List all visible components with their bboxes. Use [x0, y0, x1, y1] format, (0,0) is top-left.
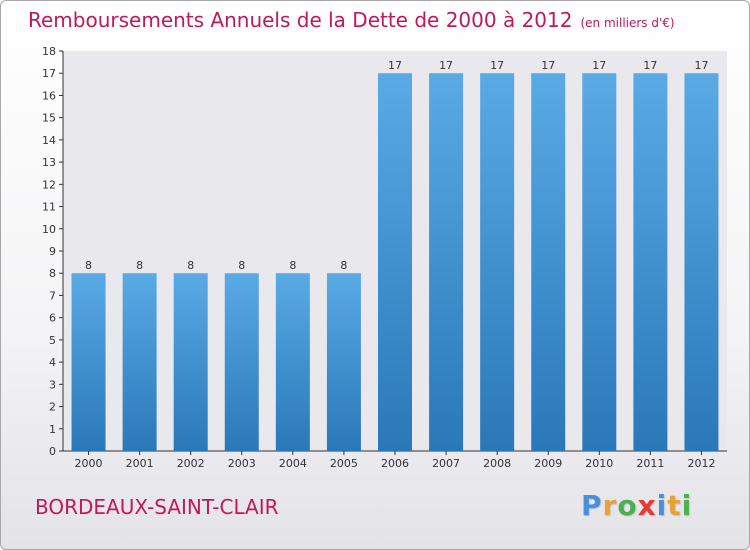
bar — [326, 273, 361, 451]
x-tick-label: 2008 — [483, 457, 511, 470]
data-label: 8 — [85, 259, 92, 272]
x-tick-label: 2004 — [279, 457, 307, 470]
data-label: 17 — [490, 59, 504, 72]
bar — [480, 73, 515, 451]
y-tick-label: 4 — [49, 356, 56, 369]
data-label: 8 — [340, 259, 347, 272]
data-label: 8 — [238, 259, 245, 272]
bar — [224, 273, 259, 451]
x-tick-label: 2011 — [636, 457, 664, 470]
logo-letter: o — [617, 489, 638, 522]
data-label: 17 — [694, 59, 708, 72]
logo-letter: r — [602, 489, 618, 522]
logo-letter: P — [581, 489, 603, 522]
logo-letter: i — [681, 489, 693, 522]
x-tick-label: 2003 — [228, 457, 256, 470]
x-tick-label: 2007 — [432, 457, 460, 470]
y-tick-label: 3 — [49, 378, 56, 391]
chart-title-text: Remboursements Annuels de la Dette de 20… — [28, 8, 573, 32]
bar — [71, 273, 106, 451]
logo-letter: x — [637, 489, 657, 522]
y-tick-label: 5 — [49, 334, 56, 347]
y-tick-label: 7 — [49, 289, 56, 302]
bar — [275, 273, 310, 451]
data-label: 17 — [439, 59, 453, 72]
proxiti-logo: Proxiti — [581, 489, 692, 522]
bar — [122, 273, 157, 451]
data-label: 17 — [643, 59, 657, 72]
y-tick-label: 17 — [42, 67, 56, 80]
x-tick-label: 2002 — [177, 457, 205, 470]
bar — [173, 273, 208, 451]
data-label: 8 — [187, 259, 194, 272]
y-tick-label: 18 — [42, 45, 56, 58]
city-name: BORDEAUX-SAINT-CLAIR — [35, 495, 279, 519]
data-label: 8 — [136, 259, 143, 272]
y-tick-label: 8 — [49, 267, 56, 280]
data-label: 17 — [541, 59, 555, 72]
x-tick-label: 2000 — [75, 457, 103, 470]
bar — [582, 73, 617, 451]
data-label: 8 — [289, 259, 296, 272]
y-tick-label: 15 — [42, 112, 56, 125]
y-tick-label: 13 — [42, 156, 56, 169]
y-tick-label: 11 — [42, 201, 56, 214]
x-tick-label: 2009 — [534, 457, 562, 470]
y-tick-label: 0 — [49, 445, 56, 458]
chart-title: Remboursements Annuels de la Dette de 20… — [28, 8, 675, 32]
x-tick-label: 2006 — [381, 457, 409, 470]
x-tick-label: 2012 — [687, 457, 715, 470]
y-tick-label: 14 — [42, 134, 56, 147]
y-tick-label: 1 — [49, 423, 56, 436]
bar — [429, 73, 464, 451]
data-label: 17 — [388, 59, 402, 72]
logo-letter: i — [656, 489, 668, 522]
y-tick-label: 2 — [49, 401, 56, 414]
x-tick-label: 2010 — [585, 457, 613, 470]
bar — [633, 73, 668, 451]
x-tick-label: 2005 — [330, 457, 358, 470]
logo-letter: t — [667, 489, 682, 522]
y-tick-label: 9 — [49, 245, 56, 258]
bar — [531, 73, 566, 451]
y-tick-label: 6 — [49, 312, 56, 325]
y-tick-label: 10 — [42, 223, 56, 236]
bar — [378, 73, 412, 451]
chart-unit: (en milliers d'€) — [580, 16, 675, 30]
data-label: 17 — [592, 59, 606, 72]
y-tick-label: 12 — [42, 178, 56, 191]
bar — [684, 73, 719, 451]
y-tick-label: 16 — [42, 89, 56, 102]
x-tick-label: 2001 — [126, 457, 154, 470]
